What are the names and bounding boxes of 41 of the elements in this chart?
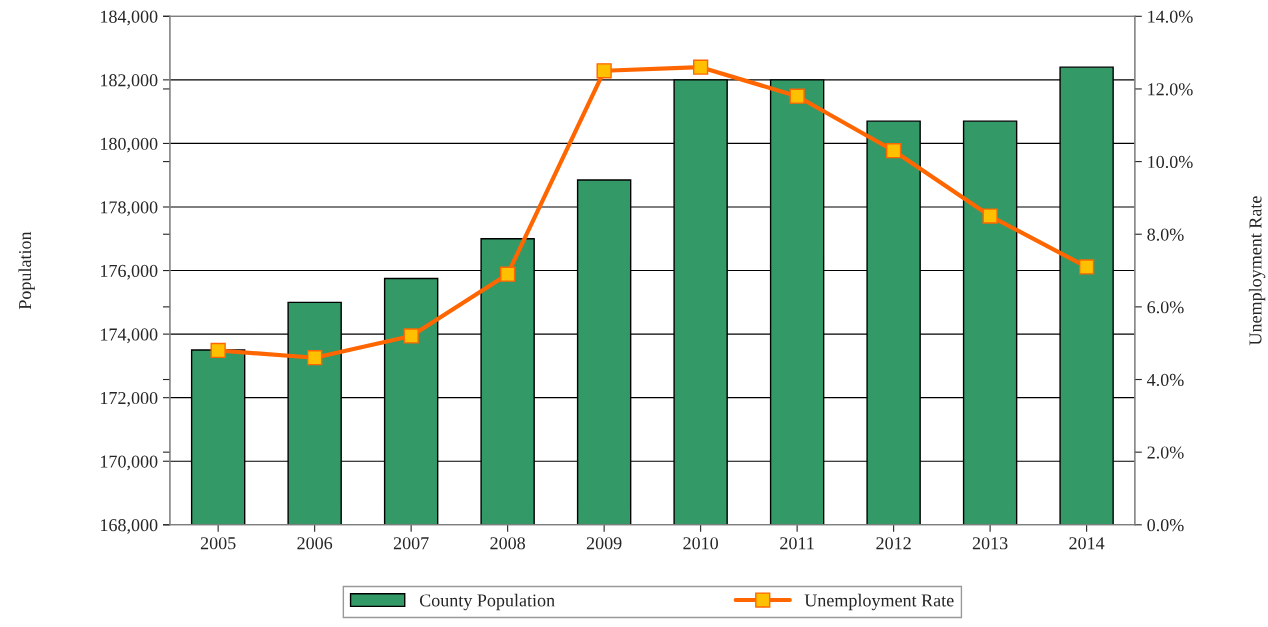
y-tick-label: 178,000: [101, 201, 158, 217]
y2-tick-label: 8.0%: [1147, 228, 1184, 241]
y-tick-label: 170,000: [101, 455, 158, 471]
y-tick-label: 176,000: [101, 264, 158, 280]
legend-label: Unemployment Rate: [804, 593, 954, 611]
point: [982, 208, 998, 224]
y2-tick-label: 2.0%: [1147, 446, 1184, 459]
x-tick-label: 2008: [490, 537, 526, 550]
y-tick-label: 174,000: [101, 328, 158, 344]
y-tick-label: 180,000: [101, 137, 158, 153]
point: [210, 342, 226, 359]
x-tick-label: 2013: [972, 537, 1008, 550]
x-tick-label: 2012: [876, 537, 911, 550]
y-tick-label: 182,000: [101, 74, 158, 89]
x-tick-label: 2009: [586, 537, 622, 550]
point: [885, 143, 902, 159]
y-axis-title: Population: [18, 231, 35, 310]
y2-tick-label: 4.0%: [1147, 373, 1184, 387]
point: [789, 88, 805, 104]
x-tick-label: 2005: [200, 537, 236, 550]
y-tick-label: 172,000: [101, 391, 158, 407]
legend-label: County Population: [419, 593, 555, 611]
y2-axis-title: Unemployment Rate: [1248, 196, 1266, 346]
point: [692, 59, 709, 75]
y-tick-label: 184,000: [101, 10, 158, 26]
y-tick-label: 168,000: [101, 519, 158, 534]
y2-tick-label: 12.0%: [1148, 83, 1193, 96]
y2-tick-label: 14.0%: [1148, 10, 1193, 23]
x-tick-label: 2010: [683, 537, 718, 550]
point: [500, 266, 516, 282]
x-tick-label: 2006: [297, 537, 333, 550]
x-tick-label: 2014: [1069, 537, 1105, 550]
x-tick-label: 2007: [393, 537, 429, 550]
point: [1078, 259, 1095, 275]
point: [403, 328, 419, 344]
y2-tick-label: 6.0%: [1147, 301, 1184, 314]
point: [307, 350, 323, 366]
y2-tick-label: 0.0%: [1147, 519, 1184, 532]
point: [596, 63, 612, 79]
y2-tick-label: 10.0%: [1148, 155, 1193, 169]
x-tick-label: 2011: [780, 537, 814, 550]
